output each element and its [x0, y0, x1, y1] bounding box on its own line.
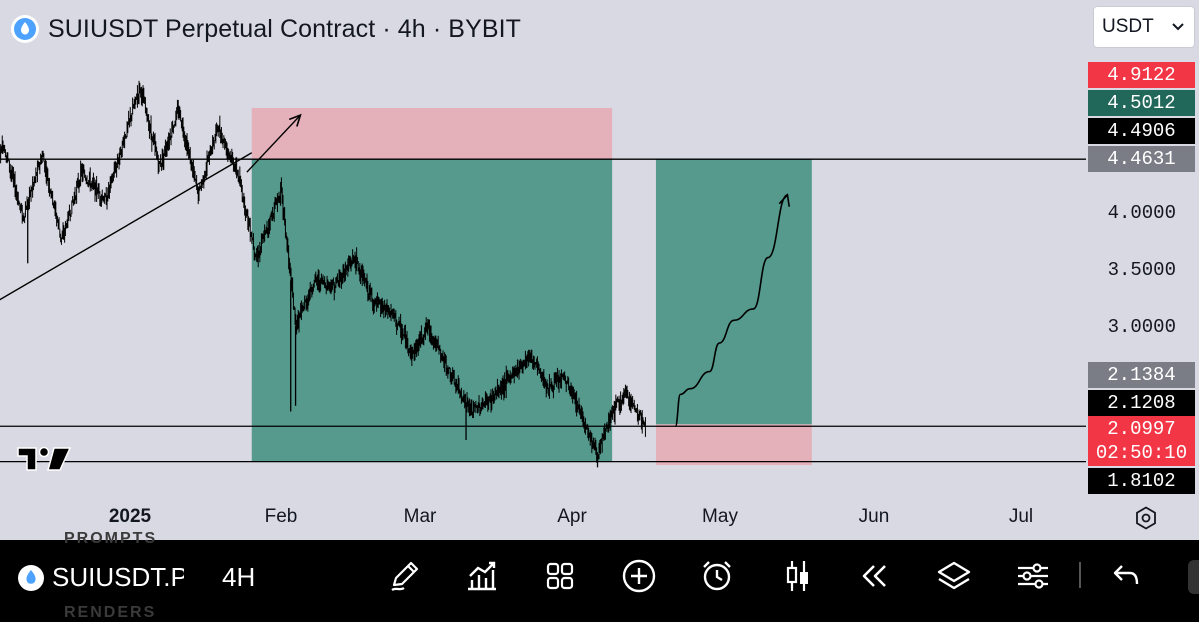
last-price-tag[interactable]: 2.0997 02:50:10	[1088, 416, 1195, 466]
sui-logo-icon	[11, 15, 39, 43]
alarm-icon[interactable]	[699, 558, 735, 594]
projection-path	[674, 194, 788, 428]
x-tick-label: Jul	[1008, 506, 1034, 527]
bar-countdown: 02:50:10	[1095, 442, 1188, 464]
sui-logo-icon	[18, 564, 44, 591]
candlestick-series	[0, 80, 646, 468]
chevron-down-icon	[1172, 23, 1184, 31]
stop-zone	[655, 424, 812, 466]
background-text: RENDERS	[64, 604, 157, 621]
y-tick-label: 3.0000	[1107, 316, 1176, 338]
chart-title: SUIUSDT Perpetual Contract · 4h · BYBIT	[48, 14, 522, 43]
candles-icon[interactable]	[780, 558, 816, 594]
profit-zone	[655, 159, 812, 425]
grid-icon[interactable]	[542, 558, 578, 594]
pencil-icon[interactable]	[386, 558, 422, 594]
background-text: PROMPTS	[64, 530, 158, 547]
tradingview-logo-icon	[17, 446, 72, 471]
plus-circle-icon[interactable]	[621, 558, 657, 594]
price-chart[interactable]	[0, 0, 1199, 540]
price-tag-line[interactable]: 4.4906	[1088, 118, 1195, 144]
price-tag-line[interactable]: 2.1208	[1088, 390, 1195, 416]
indicators-icon[interactable]	[464, 558, 500, 594]
x-tick-label: May	[702, 506, 738, 527]
undo-icon[interactable]	[1108, 558, 1144, 594]
layers-icon[interactable]	[936, 558, 972, 594]
position-zones	[251, 108, 812, 466]
gear-icon[interactable]	[1134, 506, 1158, 530]
x-tick-label: Jun	[858, 506, 890, 527]
drawings	[0, 113, 791, 428]
projection-arrow-head	[778, 193, 791, 207]
settings-sliders-icon[interactable]	[1015, 558, 1051, 594]
price-tag-line[interactable]: 1.8102	[1088, 468, 1195, 494]
bottom-toolbar	[0, 540, 1199, 622]
currency-select[interactable]: USDT	[1093, 6, 1195, 48]
price-tag-target[interactable]: 4.5012	[1088, 90, 1195, 116]
x-tick-label: Mar	[403, 506, 437, 527]
x-tick-label: Feb	[264, 506, 298, 527]
scroll-indicator[interactable]	[1188, 560, 1199, 594]
arrow-head	[288, 113, 302, 127]
price-tag-stop-loss[interactable]: 4.9122	[1088, 62, 1195, 88]
arrow-line	[246, 114, 301, 173]
x-tick-label: Apr	[557, 506, 587, 527]
currency-value: USDT	[1102, 16, 1154, 37]
interval-button[interactable]: 4H	[222, 562, 256, 592]
y-tick-label: 4.0000	[1107, 202, 1176, 224]
symbol-button[interactable]: SUIUSDT.P	[18, 562, 184, 593]
rewind-icon[interactable]	[857, 558, 893, 594]
y-tick-label: 3.5000	[1107, 259, 1176, 281]
price-tag-entry[interactable]: 2.1384	[1088, 362, 1195, 388]
symbol-name: SUIUSDT.P	[52, 562, 184, 592]
chart-header: SUIUSDT Perpetual Contract · 4h · BYBIT	[10, 10, 521, 48]
trendline	[0, 152, 253, 301]
horizontal-lines	[0, 158, 1086, 463]
toolbar-divider	[1079, 562, 1081, 588]
price-tag-entry[interactable]: 4.4631	[1088, 146, 1195, 172]
last-price-value: 2.0997	[1107, 418, 1176, 440]
x-tick-label: 2025	[108, 506, 152, 527]
stop-zone	[251, 108, 613, 160]
profit-zone	[251, 159, 613, 462]
